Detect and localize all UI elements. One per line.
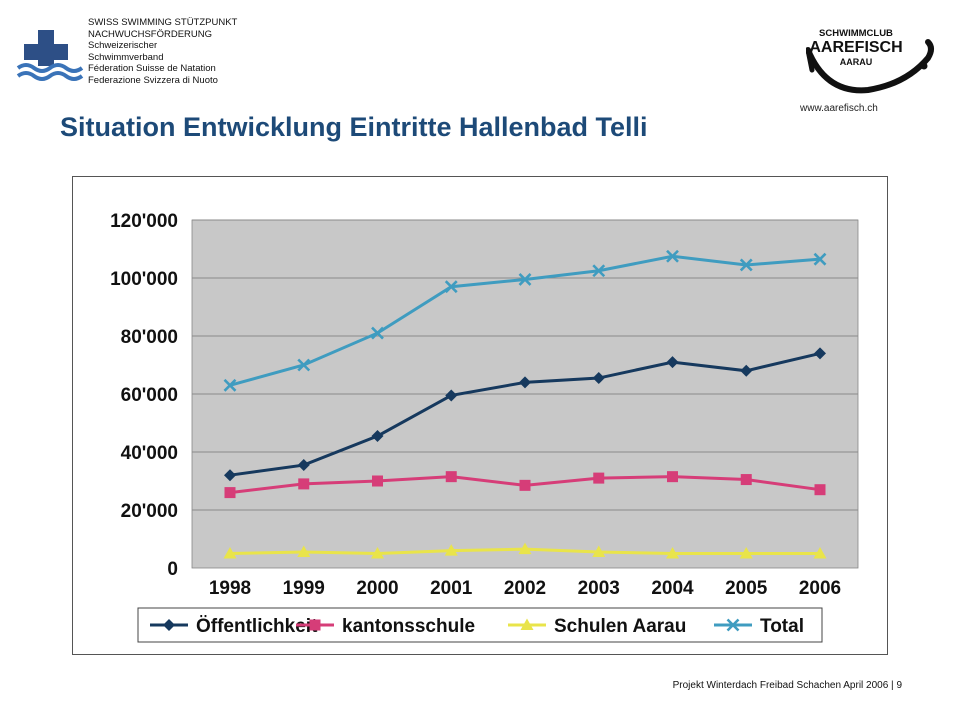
series-group xyxy=(224,347,826,482)
data-point xyxy=(298,478,310,490)
data-point xyxy=(223,547,237,559)
club-logo-line1: SCHWIMMCLUB xyxy=(819,28,893,39)
org-line: Schweizerischer xyxy=(88,40,158,52)
x-tick-label: 2000 xyxy=(356,578,398,599)
club-logo-line2: AAREFISCH xyxy=(809,39,902,56)
data-point xyxy=(224,487,236,499)
legend-marker xyxy=(163,619,175,631)
org-line: NACHWUCHSFÖRDERUNG xyxy=(88,28,213,40)
series-group xyxy=(223,542,827,559)
data-point xyxy=(592,372,605,385)
data-point xyxy=(739,547,753,559)
fish-icon xyxy=(806,39,934,94)
y-tick-label: 0 xyxy=(167,559,178,580)
series-group xyxy=(224,471,826,499)
data-point xyxy=(814,347,826,360)
data-point xyxy=(445,471,457,483)
legend-label: kantonsschule xyxy=(342,616,475,637)
org-line: SWISS SWIMMING STÜTZPUNKT xyxy=(88,17,238,28)
website-link[interactable]: www.aarefisch.ch xyxy=(800,103,878,114)
data-point xyxy=(371,326,384,340)
legend-label: Schulen Aarau xyxy=(554,616,686,637)
y-tick-label: 80'000 xyxy=(121,327,178,348)
org-line: Federazione Svizzera di Nuoto xyxy=(88,74,218,86)
data-point xyxy=(813,547,827,559)
y-tick-label: 20'000 xyxy=(121,501,178,522)
data-point xyxy=(739,258,753,272)
legend-label: Total xyxy=(760,616,804,637)
x-tick-label: 1999 xyxy=(283,578,325,599)
data-point xyxy=(445,389,458,402)
legend-label: Öffentlichkeit xyxy=(196,616,318,637)
data-point xyxy=(371,547,384,559)
y-tick-label: 100'000 xyxy=(110,269,178,290)
x-tick-label: 2002 xyxy=(504,578,546,599)
x-axis-tick-labels: 1998 1999 2000 2001 2002 2003 2004 2005 2006 xyxy=(209,578,841,599)
data-point xyxy=(224,469,236,482)
y-tick-label: 120'000 xyxy=(110,211,178,232)
legend-box xyxy=(137,607,823,643)
data-point xyxy=(519,376,531,389)
data-point xyxy=(519,479,531,491)
data-point xyxy=(740,364,753,377)
x-tick-label: 2003 xyxy=(578,578,620,599)
visits-line-chart: 020'00040'00060'00080'000100'000120'000 … xyxy=(72,176,888,655)
data-point xyxy=(592,264,606,278)
data-point xyxy=(518,273,532,286)
data-point xyxy=(372,475,383,487)
data-point xyxy=(592,545,606,558)
data-point xyxy=(518,542,532,555)
org-line: Schwimmverband xyxy=(88,51,164,63)
x-tick-label: 2005 xyxy=(725,578,768,599)
data-series xyxy=(223,249,827,559)
data-point xyxy=(814,484,826,496)
legend-marker xyxy=(726,618,740,632)
series-group xyxy=(223,249,827,392)
data-point xyxy=(444,280,458,294)
data-point xyxy=(740,474,752,486)
data-point xyxy=(297,545,311,558)
legend-marker xyxy=(309,619,321,631)
data-point xyxy=(813,252,827,266)
data-point xyxy=(666,547,679,559)
data-point xyxy=(593,472,605,484)
x-tick-label: 2006 xyxy=(799,578,841,599)
data-point xyxy=(667,471,678,483)
data-point xyxy=(297,358,311,372)
org-line: Féderation Suisse de Natation xyxy=(88,63,216,75)
club-logo-line3: AARAU xyxy=(840,57,873,67)
footer-text: Projekt Winterdach Freibad Schachen Apri… xyxy=(672,680,902,691)
y-tick-label: 60'000 xyxy=(121,385,178,406)
swiss-swimming-logo xyxy=(16,30,84,81)
legend: Öffentlichkeit kantonsschule Schulen Aarau… xyxy=(150,616,804,637)
data-point xyxy=(223,378,237,392)
y-axis-tick-labels: 0 20'000 40'000 60'000 80'000 100'000 120'000 xyxy=(110,211,178,580)
page-title: Situation Entwicklung Eintritte Hallenba… xyxy=(60,112,648,142)
aarefisch-club-logo: SCHWIMMCLUB AAREFISCH AARAU xyxy=(806,28,934,94)
data-point xyxy=(297,459,310,472)
data-point xyxy=(371,430,384,443)
data-point xyxy=(666,356,679,369)
data-point xyxy=(666,249,679,263)
grid-lines xyxy=(192,219,858,511)
x-tick-label: 2001 xyxy=(430,578,473,599)
y-tick-label: 40'000 xyxy=(121,443,178,464)
x-tick-label: 1998 xyxy=(209,578,251,599)
data-point xyxy=(444,544,458,556)
x-tick-label: 2004 xyxy=(651,578,694,599)
organization-name: SWISS SWIMMING STÜTZPUNKT NACHWUCHSFÖRDE… xyxy=(88,17,288,87)
legend-marker xyxy=(520,618,534,630)
